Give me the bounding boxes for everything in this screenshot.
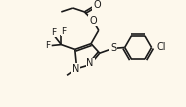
Text: N: N xyxy=(72,64,79,74)
Text: N: N xyxy=(86,58,94,68)
Text: F: F xyxy=(45,41,50,50)
Text: F: F xyxy=(62,27,67,36)
Text: F: F xyxy=(51,28,56,37)
Text: Cl: Cl xyxy=(156,42,166,52)
Text: O: O xyxy=(93,0,101,10)
Text: S: S xyxy=(110,43,116,53)
Text: O: O xyxy=(89,16,97,26)
